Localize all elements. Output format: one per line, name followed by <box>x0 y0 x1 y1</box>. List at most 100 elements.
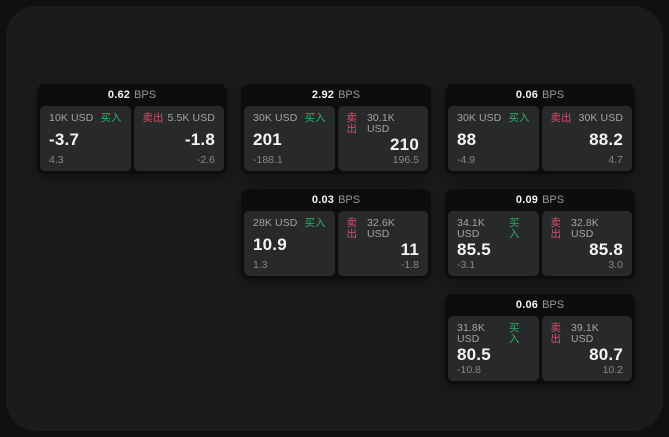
sell-price: 11 <box>400 239 419 259</box>
buy-sub-value: 4.3 <box>49 153 64 166</box>
sell-cell-top: 卖出 39.1K USD <box>551 323 624 344</box>
sell-side-label: 卖出 <box>142 112 164 124</box>
sell-amount: 32.6K USD <box>366 217 395 240</box>
card-body: 30K USD 买入 201 -188.1 卖出 30.1K USD 210 1… <box>241 106 431 174</box>
bps-value: 0.62 <box>107 89 131 101</box>
buy-cell-top: 30K USD 买入 <box>253 113 326 124</box>
sell-cell-top: 卖出 32.8K USD <box>551 218 624 239</box>
bps-label: BPS <box>542 194 565 206</box>
sell-amount: 32.8K USD <box>570 217 599 240</box>
buy-side-label: 买入 <box>509 217 520 240</box>
card-body: 31.8K USD 买入 80.5 -10.8 卖出 39.1K USD 80.… <box>445 316 635 384</box>
sell-side-label: 卖出 <box>550 112 572 124</box>
buy-sub-value: -4.9 <box>457 153 476 166</box>
buy-price: -3.7 <box>49 129 80 149</box>
quote-card: 0.62 BPS 10K USD 买入 -3.7 4.3 卖出 5.5K USD <box>37 84 227 174</box>
sell-price: 80.7 <box>589 344 623 364</box>
buy-cell[interactable]: 28K USD 买入 10.9 1.3 <box>244 211 335 276</box>
sell-amount: 30.1K USD <box>366 112 395 135</box>
quote-card: 2.92 BPS 30K USD 买入 201 -188.1 卖出 30.1K … <box>241 84 431 174</box>
bps-value: 0.06 <box>515 89 539 101</box>
bps-label: BPS <box>338 89 361 101</box>
buy-amount: 10K USD <box>49 112 94 124</box>
buy-price: 80.5 <box>457 344 491 364</box>
buy-cell-top: 28K USD 买入 <box>253 218 326 229</box>
sell-cell[interactable]: 卖出 32.6K USD 11 -1.8 <box>337 211 428 276</box>
sell-sub-value: 4.7 <box>608 153 623 166</box>
buy-cell-top: 31.8K USD 买入 <box>457 323 530 344</box>
bps-label: BPS <box>338 194 361 206</box>
sell-sub-value: 196.5 <box>392 153 419 166</box>
bps-value: 2.92 <box>311 89 335 101</box>
sell-price: 88.2 <box>589 129 623 149</box>
bps-value: 0.06 <box>515 299 539 311</box>
buy-cell[interactable]: 30K USD 买入 88 -4.9 <box>448 106 539 171</box>
buy-sub-value: 1.3 <box>253 258 268 271</box>
bps-label: BPS <box>542 299 565 311</box>
sell-price: 85.8 <box>589 239 623 259</box>
buy-price: 88 <box>457 129 477 149</box>
buy-cell-top: 10K USD 买入 <box>49 113 122 124</box>
card-body: 10K USD 买入 -3.7 4.3 卖出 5.5K USD -1.8 -2.… <box>37 106 227 174</box>
sell-price: -1.8 <box>184 129 215 149</box>
sell-cell[interactable]: 卖出 5.5K USD -1.8 -2.6 <box>133 106 224 171</box>
buy-amount: 31.8K USD <box>457 322 485 345</box>
sell-cell-top: 卖出 30K USD <box>551 113 624 124</box>
sell-sub-value: -1.8 <box>400 258 419 271</box>
card-header: 0.09 BPS <box>445 189 635 211</box>
buy-price: 201 <box>253 129 282 149</box>
sell-cell[interactable]: 卖出 32.8K USD 85.8 3.0 <box>541 211 632 276</box>
quote-board: 0.62 BPS 10K USD 买入 -3.7 4.3 卖出 5.5K USD <box>37 84 635 384</box>
sell-price: 210 <box>390 134 419 154</box>
sell-cell-top: 卖出 30.1K USD <box>347 113 420 134</box>
buy-side-label: 买入 <box>508 112 530 124</box>
buy-cell[interactable]: 34.1K USD 买入 85.5 -3.1 <box>448 211 539 276</box>
buy-side-label: 买入 <box>509 322 520 345</box>
buy-sub-value: -10.8 <box>457 363 481 376</box>
quote-card: 0.06 BPS 30K USD 买入 88 -4.9 卖出 30K USD <box>445 84 635 174</box>
buy-amount: 30K USD <box>253 112 298 124</box>
sell-side-label: 卖出 <box>346 112 358 135</box>
buy-sub-value: -3.1 <box>457 258 476 271</box>
sell-cell-top: 卖出 5.5K USD <box>143 113 216 124</box>
sell-side-label: 卖出 <box>550 217 562 240</box>
quote-card: 0.09 BPS 34.1K USD 买入 85.5 -3.1 卖出 32.8K… <box>445 189 635 279</box>
sell-sub-value: 10.2 <box>602 363 623 376</box>
sell-amount: 39.1K USD <box>570 322 599 345</box>
buy-side-label: 买入 <box>100 112 122 124</box>
buy-side-label: 买入 <box>304 217 326 229</box>
buy-cell[interactable]: 31.8K USD 买入 80.5 -10.8 <box>448 316 539 381</box>
card-header: 0.03 BPS <box>241 189 431 211</box>
sell-side-label: 卖出 <box>346 217 358 240</box>
quote-card: 0.03 BPS 28K USD 买入 10.9 1.3 卖出 32.6K US… <box>241 189 431 279</box>
app-panel: 0.62 BPS 10K USD 买入 -3.7 4.3 卖出 5.5K USD <box>6 6 663 431</box>
buy-sub-value: -188.1 <box>253 153 283 166</box>
sell-side-label: 卖出 <box>550 322 562 345</box>
buy-price: 85.5 <box>457 239 491 259</box>
sell-cell[interactable]: 卖出 39.1K USD 80.7 10.2 <box>541 316 632 381</box>
card-header: 0.06 BPS <box>445 294 635 316</box>
buy-cell-top: 30K USD 买入 <box>457 113 530 124</box>
sell-sub-value: 3.0 <box>608 258 623 271</box>
bps-label: BPS <box>542 89 565 101</box>
bps-value: 0.09 <box>515 194 539 206</box>
sell-amount: 5.5K USD <box>167 112 215 124</box>
sell-cell-top: 卖出 32.6K USD <box>347 218 420 239</box>
buy-cell[interactable]: 10K USD 买入 -3.7 4.3 <box>40 106 131 171</box>
card-body: 30K USD 买入 88 -4.9 卖出 30K USD 88.2 4.7 <box>445 106 635 174</box>
buy-side-label: 买入 <box>304 112 326 124</box>
sell-cell[interactable]: 卖出 30.1K USD 210 196.5 <box>337 106 428 171</box>
card-body: 28K USD 买入 10.9 1.3 卖出 32.6K USD 11 -1.8 <box>241 211 431 279</box>
card-body: 34.1K USD 买入 85.5 -3.1 卖出 32.8K USD 85.8… <box>445 211 635 279</box>
card-header: 2.92 BPS <box>241 84 431 106</box>
sell-sub-value: -2.6 <box>196 153 215 166</box>
buy-amount: 30K USD <box>457 112 502 124</box>
sell-cell[interactable]: 卖出 30K USD 88.2 4.7 <box>541 106 632 171</box>
buy-amount: 34.1K USD <box>457 217 485 240</box>
card-header: 0.06 BPS <box>445 84 635 106</box>
sell-amount: 30K USD <box>578 112 623 124</box>
buy-cell[interactable]: 30K USD 买入 201 -188.1 <box>244 106 335 171</box>
buy-amount: 28K USD <box>253 217 298 229</box>
bps-label: BPS <box>134 89 157 101</box>
quote-card: 0.06 BPS 31.8K USD 买入 80.5 -10.8 卖出 39.1… <box>445 294 635 384</box>
